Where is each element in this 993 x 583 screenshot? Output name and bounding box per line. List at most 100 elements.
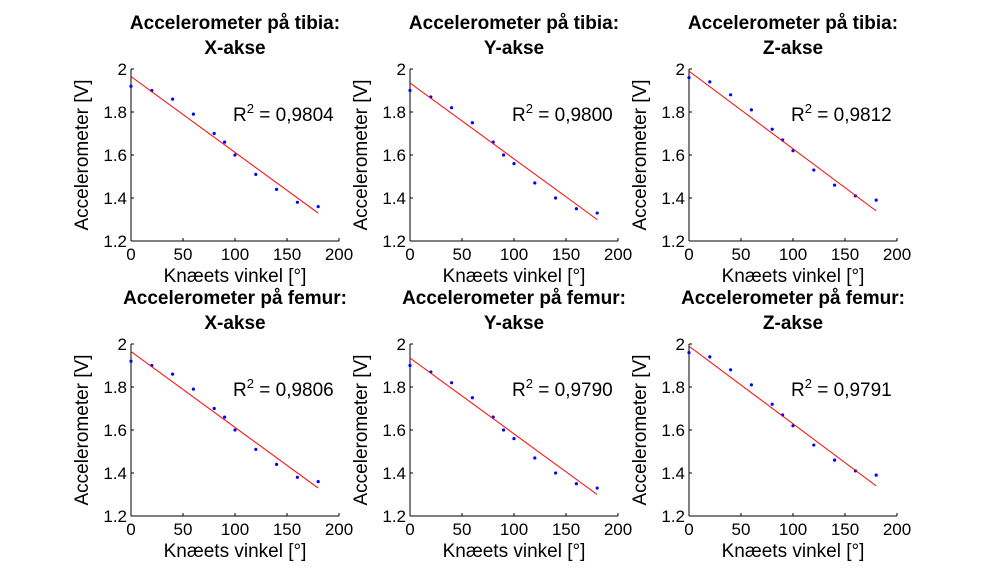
data-point <box>470 121 474 125</box>
data-point <box>450 381 454 385</box>
y-tick-label: 1.4 <box>661 189 685 208</box>
data-point <box>254 172 258 176</box>
y-tick-label: 1.4 <box>661 464 685 483</box>
x-tick-label: 100 <box>221 520 249 539</box>
y-tick-label: 1.6 <box>382 421 406 440</box>
subplot-title-line: Z-akse <box>763 313 823 334</box>
data-point <box>812 168 816 172</box>
r-squared-annotation: R2 = 0,9800 <box>512 101 613 126</box>
subplot-title-line: Accelerometer på femur: <box>402 288 626 309</box>
data-point <box>770 402 774 406</box>
data-point <box>254 447 258 451</box>
data-point <box>223 140 227 144</box>
x-tick-label: 0 <box>126 245 135 264</box>
data-point <box>450 106 454 110</box>
x-tick-label: 50 <box>732 520 751 539</box>
y-tick-label: 1.8 <box>382 378 406 397</box>
subplot-title-line: Accelerometer på tibia: <box>409 13 619 34</box>
subplot-title-line: Y-akse <box>484 38 544 59</box>
x-tick-label: 150 <box>273 245 301 264</box>
data-point <box>316 480 320 484</box>
y-axis-label: Accelerometer [V] <box>351 355 372 506</box>
data-point <box>874 473 878 477</box>
x-axis-label: Knæets vinkel [°] <box>164 541 307 562</box>
y-tick-label: 1.8 <box>103 378 127 397</box>
y-tick-label: 1.6 <box>661 421 685 440</box>
subplot-title-line: Accelerometer på tibia: <box>688 13 898 34</box>
data-point <box>687 351 691 355</box>
data-point <box>554 471 558 475</box>
y-tick-label: 1.2 <box>382 232 406 251</box>
fit-line <box>688 345 877 487</box>
x-tick-label: 200 <box>604 520 632 539</box>
fit-line <box>130 76 319 214</box>
data-point <box>212 406 216 411</box>
y-tick-label: 1.6 <box>103 146 127 165</box>
x-tick-label: 150 <box>552 520 580 539</box>
data-point <box>295 200 299 204</box>
data-point <box>770 127 774 131</box>
fit-line <box>409 82 598 220</box>
subplot-title-line: Accelerometer på femur: <box>681 288 905 309</box>
x-axis-label: Knæets vinkel [°] <box>164 266 307 287</box>
data-point <box>171 97 175 101</box>
x-axis-label: Knæets vinkel [°] <box>722 541 865 562</box>
data-point <box>275 462 279 466</box>
y-tick-label: 2 <box>676 335 685 354</box>
data-point <box>833 183 837 187</box>
y-tick-label: 1.4 <box>103 189 127 208</box>
y-tick-label: 1.2 <box>103 232 127 251</box>
y-tick-label: 1.8 <box>661 378 685 397</box>
data-point <box>275 187 279 191</box>
r-squared-annotation: R2 = 0,9804 <box>233 101 334 126</box>
subplot-title-line: X-akse <box>204 313 265 334</box>
y-tick-label: 1.6 <box>103 421 127 440</box>
y-tick-label: 1.4 <box>382 464 406 483</box>
x-tick-label: 200 <box>883 245 911 264</box>
y-tick-label: 1.4 <box>103 464 127 483</box>
r-squared-annotation: R2 = 0,9812 <box>791 101 892 126</box>
data-point <box>833 458 837 462</box>
data-point <box>574 207 579 211</box>
y-tick-label: 2 <box>118 60 127 79</box>
data-point <box>749 383 754 387</box>
data-point <box>233 428 237 432</box>
y-tick-label: 1.4 <box>382 189 406 208</box>
subplot-title-line: Accelerometer på tibia: <box>130 13 340 34</box>
r-squared-annotation: R2 = 0,9791 <box>791 376 892 401</box>
y-axis-label: Accelerometer [V] <box>72 355 93 506</box>
subplot-title-line: Z-akse <box>763 38 823 59</box>
x-tick-label: 200 <box>604 245 632 264</box>
data-point <box>408 363 412 368</box>
data-point <box>470 396 474 400</box>
subplot-6: Accelerometer på femur: Z-akse 0 50 100 150 20… <box>630 288 911 562</box>
x-tick-label: 0 <box>405 520 414 539</box>
data-point <box>595 211 599 215</box>
subplot-4: Accelerometer på femur: X-akse 0 50 100 150 20… <box>72 288 353 562</box>
y-tick-label: 1.6 <box>382 146 406 165</box>
x-tick-label: 100 <box>500 520 528 539</box>
x-tick-label: 200 <box>325 520 353 539</box>
y-tick-label: 1.2 <box>382 507 406 526</box>
x-tick-label: 200 <box>325 245 353 264</box>
y-tick-label: 2 <box>676 60 685 79</box>
y-tick-label: 1.2 <box>661 507 685 526</box>
data-point <box>191 112 195 116</box>
y-tick-label: 2 <box>397 335 406 354</box>
data-point <box>729 368 733 372</box>
x-axis-label: Knæets vinkel [°] <box>722 266 865 287</box>
data-point <box>502 428 506 432</box>
x-tick-label: 200 <box>883 520 911 539</box>
y-tick-label: 2 <box>397 60 406 79</box>
x-tick-label: 150 <box>552 245 580 264</box>
data-point <box>129 359 133 363</box>
data-point <box>554 196 558 200</box>
data-point <box>708 355 712 359</box>
data-point <box>533 181 537 185</box>
subplot-title-line: Accelerometer på femur: <box>123 288 347 309</box>
y-tick-label: 1.8 <box>661 103 685 122</box>
data-point <box>687 76 691 80</box>
y-tick-label: 2 <box>118 335 127 354</box>
y-axis-label: Accelerometer [V] <box>351 80 372 231</box>
